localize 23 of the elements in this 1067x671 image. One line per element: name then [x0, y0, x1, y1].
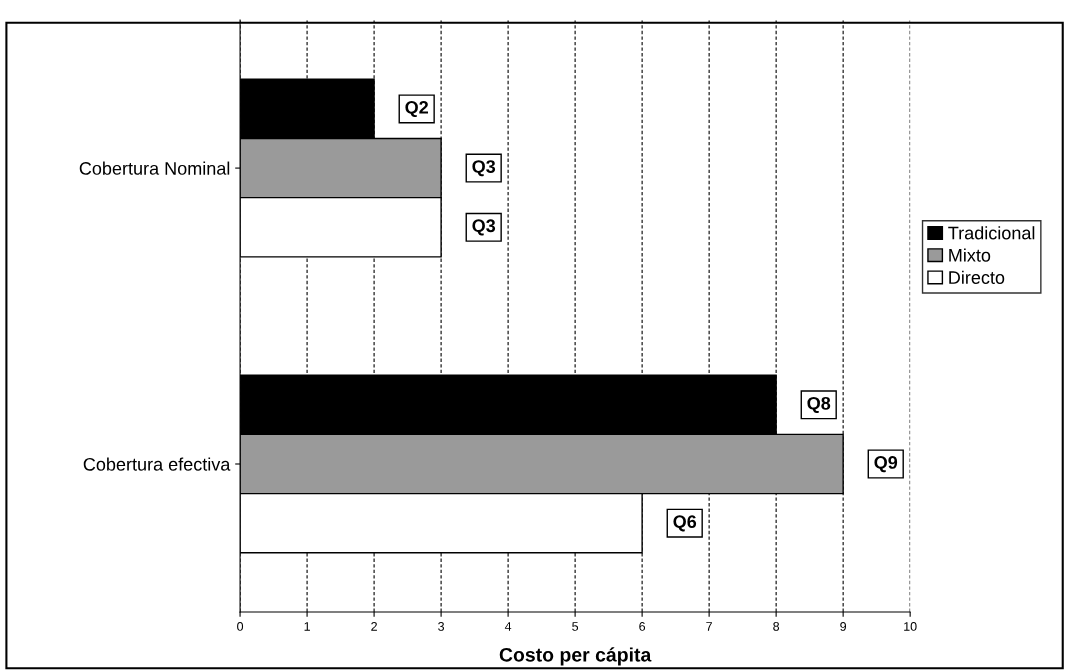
x-tick-label: 4: [504, 622, 512, 631]
data-label: Q6: [673, 515, 697, 532]
data-label: Q8: [807, 396, 831, 414]
x-tick-label: 3: [438, 622, 445, 631]
legend-label: Tradicional: [948, 226, 1035, 240]
x-tick-label: 2: [371, 622, 377, 631]
data-label: Q3: [472, 219, 496, 236]
x-tick-label: 1: [304, 622, 310, 631]
x-tick-label: 8: [773, 622, 780, 631]
x-tick-label: 10: [904, 622, 917, 631]
legend-label: Mixto: [949, 248, 991, 262]
x-tick-label: 9: [840, 622, 847, 631]
y-tick-label: Cobertura Nominal: [79, 161, 230, 175]
x-tick-label: 0: [237, 622, 244, 631]
legend-label: Directo: [949, 270, 1005, 284]
x-tick-label: 5: [572, 622, 579, 631]
data-label: Q9: [874, 456, 898, 473]
x-axis-title: Costo per cápita: [499, 647, 652, 666]
x-tick-label: 6: [639, 622, 646, 631]
x-tick-label: 7: [706, 622, 712, 631]
data-label: Q3: [472, 160, 496, 177]
data-label: Q2: [405, 100, 429, 118]
y-tick-label: Cobertura efectiva: [83, 457, 231, 471]
